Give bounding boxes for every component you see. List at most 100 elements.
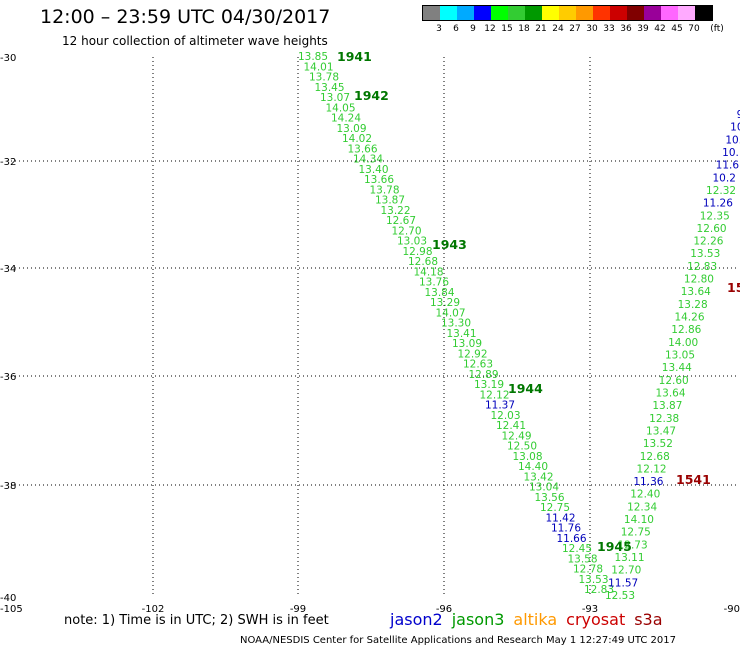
wave-height-label: 12.78 [573,564,603,576]
wave-height-label: 12.73 [618,539,648,551]
wave-height-label: 13.09 [452,338,482,350]
map-title: 12:00 – 23:59 UTC 04/30/2017 [40,6,331,28]
wave-height-label: 11.66 [556,533,586,545]
legend-swatch [678,6,695,20]
wave-height-label: 10 [730,122,740,134]
legend-label: 9 [470,24,476,34]
satellite-altika: altika [513,610,558,629]
wave-height-label: 13.44 [662,362,692,374]
wave-height-color-legend: 3 6 9 12 15 18 21 24 27 30 33 36 39 42 45 70 (ft) [422,5,724,34]
lon-tick-label: -93 [582,604,598,615]
wave-height-label: 12.50 [507,441,537,453]
wave-height-label: 12.89 [468,369,498,381]
track-left: 13.8514.0113.7813.4513.0714.0514.2413.09… [298,51,614,596]
wave-height-label: 9 [737,109,740,121]
wave-height-label: 14.34 [353,154,383,166]
wave-height-label: 12.60 [697,223,727,235]
wave-height-label: 12.67 [386,215,416,227]
legend-swatch [525,6,542,20]
wave-height-label: 13.56 [534,492,564,504]
wave-height-label: 11.26 [703,198,733,210]
wave-height-label: 13.87 [652,400,682,412]
legend-swatch [474,6,491,20]
wave-height-label: 13.09 [336,123,366,135]
legend-label: (ft) [710,24,724,34]
wave-height-label: 12.26 [693,236,723,248]
lat-tick-label: -36 [0,372,16,383]
wave-height-label: 11.57 [608,577,638,589]
wave-height-label: 13.30 [441,318,471,330]
time-labels: 1941 1942 1943 1944 1945 1541 15 [337,49,740,554]
legend-label: 24 [552,24,564,34]
wave-height-label: 13.76 [419,277,449,289]
wave-height-label: 12.12 [637,463,667,475]
wave-height-label: 11.6 [716,160,740,172]
legend-label: 18 [518,24,530,34]
wave-height-label: 13.53 [578,574,608,586]
wave-height-label: 12.83 [584,584,614,596]
wave-height-label: 13.40 [358,164,388,176]
legend-label: 70 [688,24,700,34]
legend-swatch [542,6,559,20]
legend-labels: 3 6 9 12 15 18 21 24 27 30 33 36 39 42 45 70 (ft) [422,24,740,36]
wave-height-label: 12.92 [457,348,487,360]
wave-height-label: 12.35 [700,210,730,222]
legend-swatch [576,6,593,20]
legend-swatch [593,6,610,20]
lat-tick-label: -30 [0,53,16,64]
wave-height-label: 14.18 [413,266,443,278]
lat-tick-label: -34 [0,264,16,275]
wave-height-label: 13.08 [512,451,542,463]
wave-height-label: 12.75 [540,502,570,514]
wave-height-label: 14.07 [435,307,465,319]
wave-height-label: 14.10 [624,514,654,526]
wave-height-label: 12.03 [490,410,520,422]
wave-height-label: 11.37 [485,400,515,412]
wave-height-label: 13.66 [364,174,394,186]
satellite-legend: jason2 jason3 altika cryosat s3a [390,610,672,629]
map-subtitle: 12 hour collection of altimeter wave hei… [62,34,328,48]
wave-height-label: 13.58 [567,553,597,565]
legend-label: 42 [654,24,666,34]
wave-height-label: 10.2 [713,172,736,184]
wave-height-label: 11.76 [551,523,581,535]
legend-swatch [695,6,712,20]
wave-height-label: 13.07 [320,92,350,104]
lon-tick-label: -90 [724,604,740,615]
legend-label: 15 [501,24,513,34]
satellite-jason2: jason2 [390,610,443,629]
wave-height-label: 13.87 [375,195,405,207]
time-label: 1941 [337,49,372,64]
wave-height-label: 12.32 [706,185,736,197]
wave-height-label: 11.36 [633,476,663,488]
legend-label: 27 [569,24,581,34]
wave-height-label: 12.83 [687,261,717,273]
legend-label: 6 [453,24,459,34]
wave-height-label: 12.45 [562,543,592,555]
legend-label: 39 [637,24,649,34]
wave-height-label: 14.01 [303,61,333,73]
legend-label: 12 [484,24,496,34]
lat-tick-label: -32 [0,157,16,168]
wave-height-label: 14.05 [325,102,355,114]
wave-height-label: 10. [722,147,739,159]
wave-height-label: 11.42 [545,512,575,524]
wave-height-label: 12.86 [671,324,701,336]
time-label: 1945 [597,539,632,554]
legend-swatch [440,6,457,20]
footnote: note: 1) Time is in UTC; 2) SWH is in fe… [64,613,329,628]
wave-height-label: 12.60 [659,375,689,387]
wave-height-label: 13.11 [614,552,644,564]
wave-height-label: 13.53 [690,248,720,260]
lat-tick-label: -40 [0,593,16,604]
legend-label: 33 [603,24,615,34]
wave-height-label: 13.47 [646,425,676,437]
wave-height-label: 12.63 [463,359,493,371]
lat-lon-grid [7,57,736,597]
lat-tick-label: -38 [0,481,16,492]
wave-height-label: 12.98 [402,246,432,258]
time-label: 1942 [354,88,389,103]
wave-height-label: 13.45 [314,82,344,94]
legend-label: 21 [535,24,547,34]
